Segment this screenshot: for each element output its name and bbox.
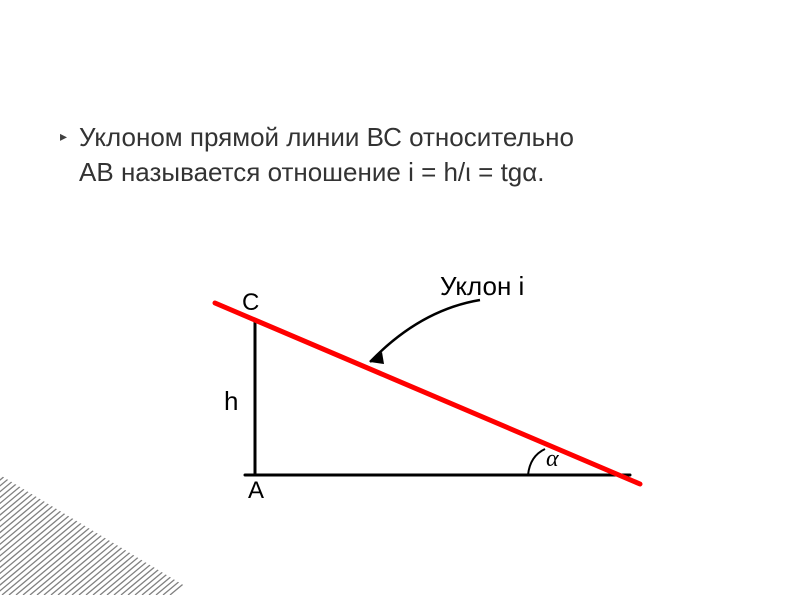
- label-c: С: [242, 289, 259, 316]
- bullet-marker: ▸: [60, 128, 67, 145]
- slope-line: [215, 303, 640, 484]
- definition-text: Уклоном прямой линии ВС относительно АВ …: [79, 120, 574, 190]
- label-title: Уклон i: [440, 271, 524, 301]
- hatch-corner: [0, 475, 200, 600]
- text-line-2: АВ называется отношение i = h/ι = tgα.: [79, 155, 574, 190]
- label-h: h: [224, 386, 238, 416]
- text-line-1: Уклоном прямой линии ВС относительно: [79, 120, 574, 155]
- hatch-svg: [0, 475, 200, 595]
- slope-diagram: С Аh Уклон i α: [150, 260, 650, 520]
- slide: ▸ Уклоном прямой линии ВС относительно А…: [0, 0, 800, 600]
- label-alpha: α: [546, 446, 559, 472]
- label-a: А: [248, 477, 264, 504]
- diagram-svg: С Аh Уклон i α: [150, 260, 650, 520]
- arrow-curve: [370, 300, 480, 362]
- angle-arc: [528, 449, 545, 475]
- hatch-group: [0, 475, 200, 595]
- bullet-row: ▸ Уклоном прямой линии ВС относительно А…: [60, 120, 750, 190]
